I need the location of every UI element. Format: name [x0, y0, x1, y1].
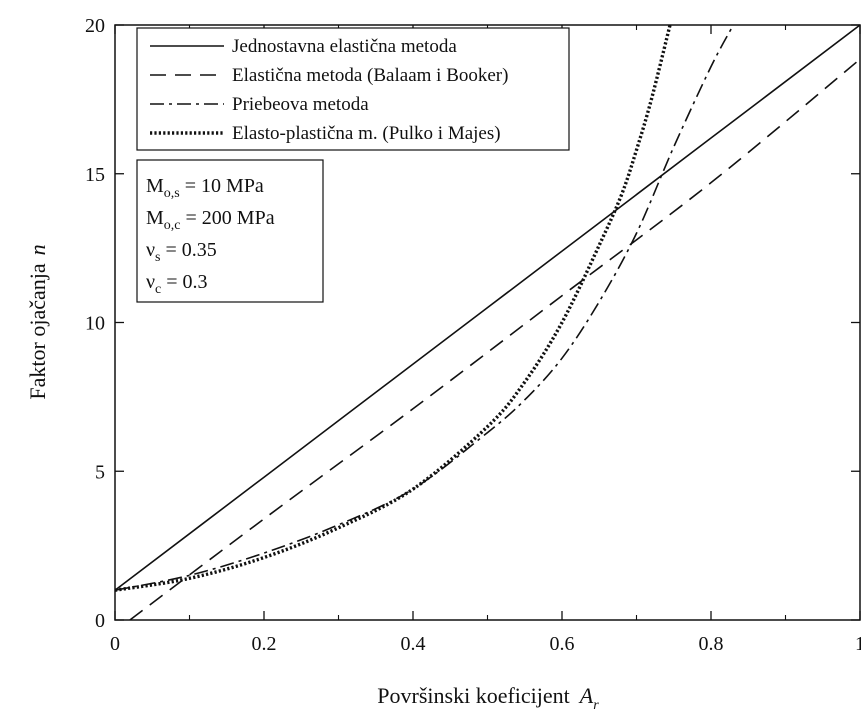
- x-tick-label: 0.2: [252, 633, 277, 655]
- x-axis-symbol-sub: r: [593, 698, 599, 711]
- parameters-frame: [136, 159, 324, 303]
- legend-label-4: Elasto-plastična m. (Pulko i Majes): [232, 123, 501, 144]
- legend: Jednostavna elastična metoda Elastična me…: [136, 27, 570, 151]
- y-tick-label: 15: [85, 164, 105, 186]
- parameter-line-1: Mo,s = 10 MPa: [146, 175, 264, 201]
- x-axis-label-text: Površinski koeficijent: [377, 683, 569, 708]
- y-axis-label: Faktor ojačanja n: [25, 244, 50, 399]
- series-layer: [115, 25, 860, 620]
- legend-label-3: Priebeova metoda: [232, 94, 369, 115]
- series-line-2: [129, 58, 860, 620]
- x-tick-label: 1: [855, 633, 861, 655]
- parameter-items: Mo,s = 10 MPa Mo,c = 200 MPa νs = 0.35 νc =…: [146, 175, 275, 297]
- y-tick-label: 10: [85, 313, 105, 335]
- parameter-line-2: Mo,c = 200 MPa: [146, 207, 275, 233]
- x-axis-symbol: A: [578, 683, 594, 708]
- parameters-box: Mo,s = 10 MPa Mo,c = 200 MPa νs = 0.35 νc =…: [136, 159, 324, 303]
- y-tick-label: 0: [95, 610, 105, 632]
- y-tick-label: 5: [95, 461, 105, 483]
- y-axis-label-text: Faktor ojačanja: [25, 263, 50, 399]
- parameter-line-3: νs = 0.35: [146, 239, 217, 265]
- x-tick-label: 0.6: [550, 633, 575, 655]
- legend-box: [136, 27, 570, 151]
- parameter-line-4: νc = 0.3: [146, 271, 208, 297]
- y-tick-label: 20: [85, 15, 105, 37]
- legend-label-1: Jednostavna elastična metoda: [232, 36, 457, 57]
- series-line-4: [115, 25, 672, 592]
- series-line-1: [115, 25, 860, 591]
- x-tick-label: 0.4: [401, 633, 426, 655]
- legend-items: Jednostavna elastična metoda Elastična me…: [150, 36, 508, 144]
- legend-label-2: Elastična metoda (Balaam i Booker): [232, 65, 508, 86]
- y-axis-symbol: n: [25, 244, 50, 255]
- x-tick-label: 0.8: [699, 633, 724, 655]
- series-line-3: [115, 25, 735, 592]
- x-axis-label: Površinski koeficijent Ar: [377, 683, 599, 711]
- x-tick-label: 0: [110, 633, 120, 655]
